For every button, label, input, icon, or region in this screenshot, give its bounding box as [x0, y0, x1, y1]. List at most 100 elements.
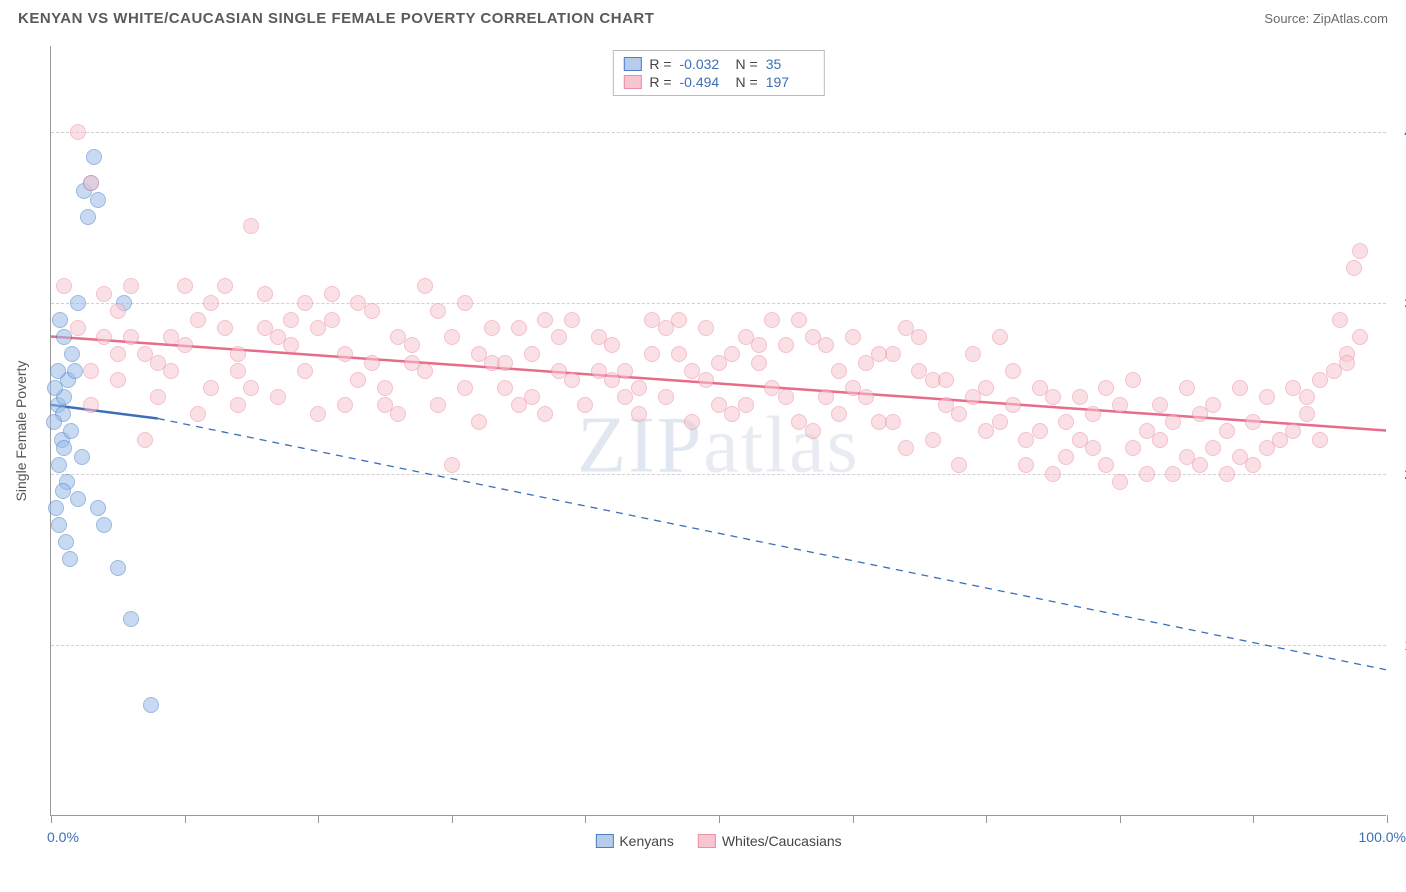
scatter-point-whites — [364, 355, 380, 371]
scatter-point-whites — [1332, 312, 1348, 328]
scatter-point-whites — [217, 320, 233, 336]
scatter-point-kenyans — [90, 500, 106, 516]
scatter-point-whites — [1312, 432, 1328, 448]
scatter-point-whites — [83, 363, 99, 379]
scatter-point-whites — [1005, 397, 1021, 413]
scatter-point-kenyans — [80, 209, 96, 225]
scatter-point-whites — [524, 346, 540, 362]
scatter-point-whites — [203, 380, 219, 396]
scatter-point-whites — [83, 397, 99, 413]
scatter-point-whites — [858, 389, 874, 405]
scatter-point-whites — [978, 380, 994, 396]
scatter-point-kenyans — [86, 149, 102, 165]
bottom-legend: Kenyans Whites/Caucasians — [595, 833, 841, 849]
scatter-point-whites — [1232, 380, 1248, 396]
scatter-point-whites — [951, 457, 967, 473]
scatter-point-kenyans — [47, 380, 63, 396]
scatter-point-whites — [805, 423, 821, 439]
scatter-point-whites — [992, 414, 1008, 430]
scatter-point-whites — [951, 406, 967, 422]
scatter-point-whites — [96, 286, 112, 302]
scatter-point-whites — [1219, 466, 1235, 482]
scatter-point-whites — [1285, 423, 1301, 439]
scatter-point-whites — [243, 380, 259, 396]
scatter-point-kenyans — [50, 363, 66, 379]
scatter-point-whites — [163, 363, 179, 379]
scatter-point-whites — [83, 175, 99, 191]
scatter-point-whites — [1179, 380, 1195, 396]
scatter-point-whites — [217, 278, 233, 294]
scatter-point-whites — [1352, 243, 1368, 259]
scatter-point-whites — [297, 295, 313, 311]
scatter-point-whites — [751, 355, 767, 371]
scatter-point-whites — [310, 406, 326, 422]
scatter-point-whites — [564, 372, 580, 388]
gridline — [51, 303, 1386, 304]
scatter-point-whites — [885, 414, 901, 430]
scatter-point-kenyans — [63, 423, 79, 439]
scatter-point-whites — [698, 372, 714, 388]
scatter-point-whites — [190, 406, 206, 422]
scatter-point-kenyans — [64, 346, 80, 362]
scatter-point-whites — [1139, 466, 1155, 482]
scatter-point-whites — [430, 303, 446, 319]
scatter-point-whites — [871, 346, 887, 362]
scatter-point-whites — [992, 329, 1008, 345]
chart-title: KENYAN VS WHITE/CAUCASIAN SINGLE FEMALE … — [18, 10, 654, 27]
scatter-point-whites — [537, 312, 553, 328]
scatter-point-whites — [604, 337, 620, 353]
x-tick — [1387, 815, 1388, 823]
y-axis-title: Single Female Poverty — [13, 360, 29, 501]
scatter-point-whites — [283, 337, 299, 353]
scatter-point-whites — [471, 414, 487, 430]
scatter-point-whites — [1098, 457, 1114, 473]
scatter-point-whites — [644, 346, 660, 362]
scatter-point-whites — [1125, 440, 1141, 456]
x-tick — [853, 815, 854, 823]
scatter-point-whites — [297, 363, 313, 379]
x-tick — [452, 815, 453, 823]
scatter-point-whites — [1192, 457, 1208, 473]
scatter-point-whites — [1072, 389, 1088, 405]
scatter-point-kenyans — [55, 483, 71, 499]
scatter-point-whites — [831, 406, 847, 422]
scatter-point-whites — [1005, 363, 1021, 379]
x-axis-max-label: 100.0% — [1359, 829, 1406, 845]
scatter-point-whites — [497, 380, 513, 396]
scatter-point-kenyans — [62, 551, 78, 567]
scatter-point-whites — [778, 337, 794, 353]
scatter-point-whites — [898, 440, 914, 456]
scatter-point-whites — [283, 312, 299, 328]
gridline — [51, 645, 1386, 646]
scatter-point-whites — [778, 389, 794, 405]
scatter-point-whites — [831, 363, 847, 379]
scatter-point-whites — [1058, 414, 1074, 430]
scatter-point-whites — [684, 414, 700, 430]
scatter-point-whites — [257, 320, 273, 336]
scatter-point-kenyans — [143, 697, 159, 713]
scatter-point-whites — [1299, 389, 1315, 405]
scatter-point-whites — [938, 372, 954, 388]
scatter-point-kenyans — [51, 457, 67, 473]
scatter-point-whites — [1259, 389, 1275, 405]
scatter-point-whites — [390, 406, 406, 422]
scatter-point-whites — [604, 372, 620, 388]
scatter-point-whites — [230, 397, 246, 413]
scatter-point-whites — [324, 312, 340, 328]
scatter-point-whites — [551, 329, 567, 345]
scatter-point-kenyans — [48, 500, 64, 516]
scatter-point-whites — [444, 329, 460, 345]
correlation-stats-box: R = -0.032 N = 35 R = -0.494 N = 197 — [612, 50, 824, 96]
scatter-point-whites — [511, 397, 527, 413]
scatter-point-whites — [324, 286, 340, 302]
scatter-point-whites — [417, 363, 433, 379]
scatter-point-whites — [70, 320, 86, 336]
scatter-point-whites — [1139, 423, 1155, 439]
scatter-point-whites — [1085, 406, 1101, 422]
chart-plot-area: Single Female Poverty ZIPatlas 10.0%20.0… — [50, 46, 1386, 816]
x-tick — [986, 815, 987, 823]
scatter-point-whites — [577, 397, 593, 413]
scatter-point-whites — [751, 337, 767, 353]
scatter-point-whites — [177, 337, 193, 353]
source-attribution: Source: ZipAtlas.com — [1264, 11, 1388, 26]
